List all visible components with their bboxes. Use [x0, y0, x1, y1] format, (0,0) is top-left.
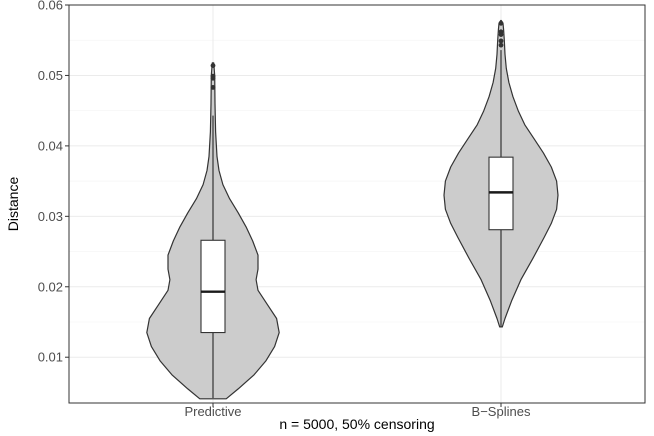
- x-axis: Predictive B−Splines: [184, 403, 531, 419]
- x-tick-label: Predictive: [184, 404, 241, 419]
- panel-border: [68, 4, 646, 404]
- y-tick-label: 0.04: [38, 138, 63, 153]
- x-axis-title: n = 5000, 50% censoring: [279, 416, 434, 432]
- y-tick-label: 0.02: [38, 279, 63, 294]
- y-tick-label: 0.05: [38, 68, 63, 83]
- box-iqr: [200, 239, 226, 334]
- y-tick-label: 0.06: [38, 0, 63, 13]
- y-axis: 0.01 0.02 0.03 0.04 0.05 0.06: [38, 0, 69, 365]
- y-tick-label: 0.01: [38, 350, 63, 365]
- outlier-point: [210, 63, 216, 68]
- y-tick-label: 0.03: [38, 209, 63, 224]
- outlier-point: [210, 73, 216, 79]
- y-axis-title: Distance: [5, 177, 21, 232]
- violins: [146, 19, 559, 400]
- outlier-point: [210, 85, 216, 90]
- outlier-point: [498, 20, 504, 26]
- x-tick-label: B−Splines: [472, 404, 531, 419]
- outlier-point: [498, 29, 504, 35]
- outlier-point: [498, 38, 504, 44]
- outlier-point: [498, 42, 504, 48]
